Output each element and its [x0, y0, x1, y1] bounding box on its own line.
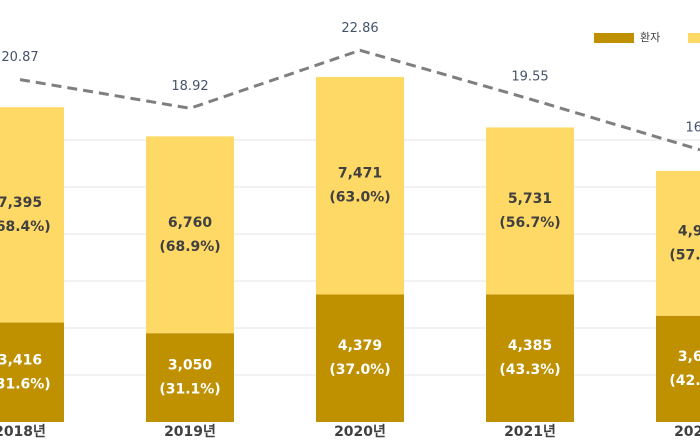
share-label: (57.7%) [669, 247, 700, 263]
x-tick-label: 2022년 [674, 424, 700, 440]
share-label: (43.3%) [499, 362, 560, 378]
share-label: (37.0%) [329, 362, 390, 378]
x-tick-label: 2021년 [504, 424, 556, 440]
bar-segment [0, 322, 64, 422]
line-label: 19.55 [511, 70, 548, 85]
legend-swatch [688, 33, 700, 43]
share-label: (63.0%) [329, 190, 390, 206]
value-label: 4,975 [678, 223, 700, 239]
share-label: (31.6%) [0, 376, 51, 392]
bar-segment [316, 76, 404, 295]
bar-segment [146, 333, 234, 422]
value-label: 7,395 [0, 195, 42, 211]
bar-segment [316, 294, 404, 422]
legend-label: 환자 [640, 31, 660, 44]
value-label: 3,650 [678, 349, 700, 365]
line-label: 16.1 [686, 120, 700, 135]
value-label: 3,050 [168, 358, 213, 374]
value-label: 5,731 [508, 191, 552, 207]
value-label: 7,471 [338, 166, 382, 182]
bar-segment [486, 127, 574, 295]
value-label: 4,385 [508, 338, 552, 354]
x-tick-label: 2019년 [164, 424, 216, 440]
share-label: (42.3%) [669, 373, 700, 389]
x-tick-label: 2020년 [334, 424, 386, 440]
legend-swatch [594, 33, 634, 43]
line [19, 48, 700, 152]
bar-segment [486, 294, 574, 422]
x-tick-label: 2018년 [0, 424, 46, 440]
share-label: (68.9%) [159, 239, 220, 255]
value-label: 3,416 [0, 352, 42, 368]
bar-segment [656, 315, 700, 422]
value-label: 6,760 [168, 215, 213, 231]
bar-segment [146, 136, 234, 334]
bar-segment [0, 107, 64, 323]
share-label: (56.7%) [499, 215, 560, 231]
line-label: 22.86 [341, 21, 378, 36]
bar-segment [656, 170, 700, 316]
share-label: (68.4%) [0, 219, 51, 235]
share-label: (31.1%) [159, 382, 220, 398]
value-label: 4,379 [338, 338, 382, 354]
line-label: 18.92 [171, 79, 208, 94]
line-label: 20.87 [1, 50, 38, 65]
